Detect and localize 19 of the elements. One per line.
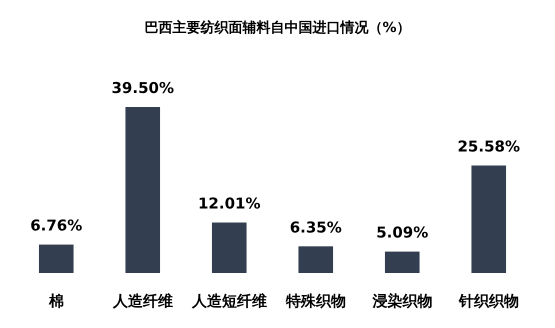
data-label: 12.01% [198,194,260,213]
data-label: 6.76% [30,216,82,235]
bar [212,222,247,273]
x-tick-label: 浸染织物 [371,292,432,310]
bar [384,252,420,273]
x-tick-label: 人造短纤维 [190,292,267,310]
x-tick-label: 特殊织物 [284,292,346,310]
data-label: 39.50% [112,79,174,97]
data-label: 25.58% [458,138,520,156]
x-tick-label: 人造纤维 [112,292,173,310]
bar [125,107,160,273]
data-label: 6.35% [290,218,342,236]
bar [38,244,74,273]
bar [471,166,506,273]
chart-title: 巴西主要纺织面辅料自中国进口情况（%） [144,19,411,36]
x-tick-label: 针织织物 [458,292,519,310]
bar [298,246,334,273]
x-tick-label: 棉 [48,292,64,310]
data-label: 5.09% [376,224,428,242]
